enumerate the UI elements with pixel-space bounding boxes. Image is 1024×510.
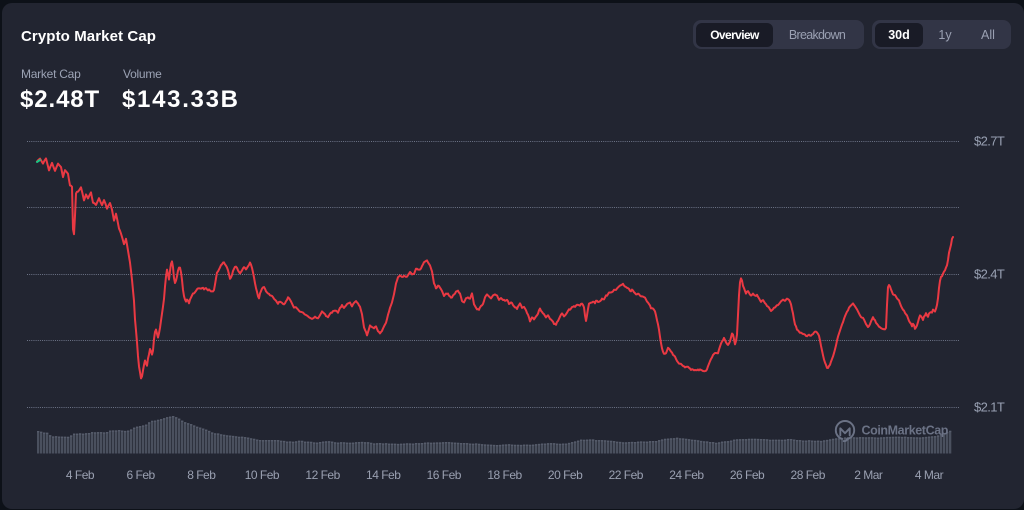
svg-text:14 Feb: 14 Feb [366,468,401,482]
svg-text:24 Feb: 24 Feb [669,468,704,482]
svg-text:18 Feb: 18 Feb [487,468,522,482]
svg-text:8 Feb: 8 Feb [187,468,216,482]
svg-text:4 Mar: 4 Mar [915,468,944,482]
svg-text:28 Feb: 28 Feb [791,468,826,482]
svg-text:16 Feb: 16 Feb [427,468,462,482]
svg-text:26 Feb: 26 Feb [730,468,765,482]
svg-text:10 Feb: 10 Feb [245,468,280,482]
svg-text:$2.1T: $2.1T [974,400,1005,415]
svg-text:22 Feb: 22 Feb [609,468,644,482]
svg-text:$2.4T: $2.4T [974,267,1005,282]
svg-text:2 Mar: 2 Mar [854,468,883,482]
svg-text:4 Feb: 4 Feb [66,468,95,482]
svg-text:20 Feb: 20 Feb [548,468,583,482]
svg-text:$2.7T: $2.7T [974,134,1005,149]
svg-text:6 Feb: 6 Feb [127,468,156,482]
svg-text:12 Feb: 12 Feb [305,468,340,482]
svg-text:CoinMarketCap: CoinMarketCap [862,424,949,438]
